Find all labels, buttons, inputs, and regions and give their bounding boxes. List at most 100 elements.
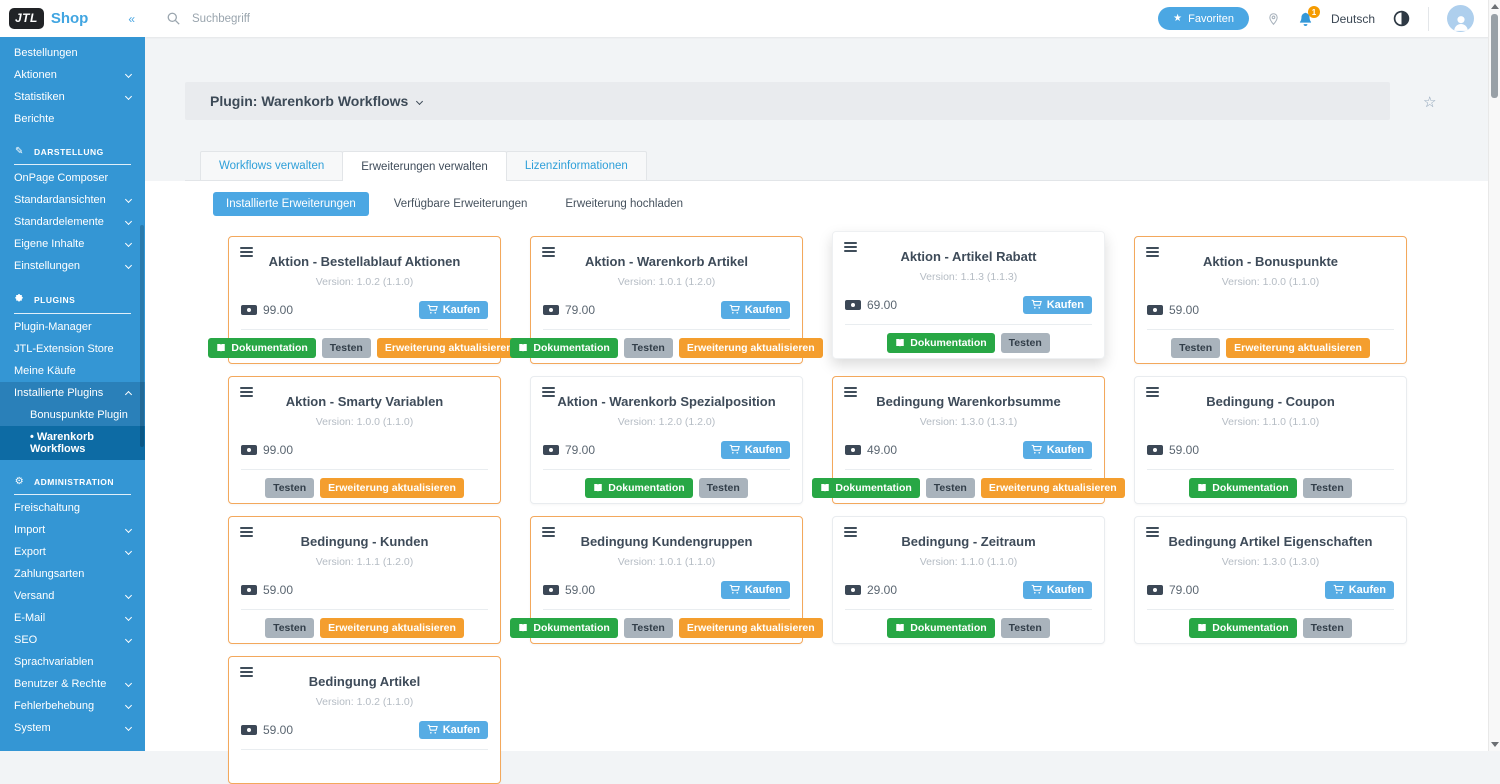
sidebar-item-label: E-Mail bbox=[14, 612, 46, 624]
sidebar-item-standardelemente[interactable]: Standardelemente bbox=[0, 211, 145, 233]
drag-handle-icon[interactable] bbox=[240, 247, 253, 259]
dokumentation-button[interactable]: Dokumentation bbox=[208, 338, 316, 358]
kaufen-button[interactable]: Kaufen bbox=[418, 720, 488, 739]
erweiterung-aktualisieren-button[interactable]: Erweiterung aktualisieren bbox=[320, 618, 464, 638]
sidebar-item-fehlerbehebung[interactable]: Fehlerbehebung bbox=[0, 695, 145, 717]
dokumentation-button[interactable]: Dokumentation bbox=[585, 478, 693, 498]
favorites-button[interactable]: ★ Favoriten bbox=[1158, 7, 1249, 30]
sidebar-item-freischaltung[interactable]: Freischaltung bbox=[0, 497, 145, 519]
dokumentation-button[interactable]: Dokumentation bbox=[1189, 478, 1297, 498]
sidebar-item-statistiken[interactable]: Statistiken bbox=[0, 86, 145, 108]
sidebar-item-versand[interactable]: Versand bbox=[0, 585, 145, 607]
sidebar-item-system[interactable]: System bbox=[0, 717, 145, 739]
testen-button[interactable]: Testen bbox=[925, 478, 975, 498]
scrollbar-down-arrow[interactable] bbox=[1490, 742, 1499, 747]
book-icon bbox=[1198, 623, 1206, 632]
sidebar-item-bestellungen[interactable]: Bestellungen bbox=[0, 42, 145, 64]
search-input[interactable] bbox=[190, 11, 510, 26]
page-scrollbar[interactable] bbox=[1488, 0, 1500, 751]
drag-handle-icon[interactable] bbox=[1146, 247, 1159, 259]
tab-erweiterungen-verwalten[interactable]: Erweiterungen verwalten bbox=[342, 151, 507, 181]
kaufen-button[interactable]: Kaufen bbox=[720, 300, 790, 319]
subtab-erweiterung-hochladen[interactable]: Erweiterung hochladen bbox=[552, 192, 696, 216]
drag-handle-icon[interactable] bbox=[240, 667, 253, 679]
erweiterung-aktualisieren-button[interactable]: Erweiterung aktualisieren bbox=[1226, 338, 1370, 358]
sidebar-item-zahlungsarten[interactable]: Zahlungsarten bbox=[0, 563, 145, 585]
sidebar-scrollbar-thumb[interactable] bbox=[140, 225, 144, 447]
erweiterung-aktualisieren-button[interactable]: Erweiterung aktualisieren bbox=[980, 478, 1125, 498]
page-favorite-star-icon[interactable]: ☆ bbox=[1417, 92, 1442, 112]
sidebar-item-warenkorb-workflows[interactable]: Warenkorb Workflows bbox=[0, 426, 145, 460]
erweiterung-aktualisieren-button[interactable]: Erweiterung aktualisieren bbox=[678, 338, 823, 358]
tab-workflows-verwalten[interactable]: Workflows verwalten bbox=[200, 151, 344, 180]
sidebar-item-installierte-plugins[interactable]: Installierte Plugins bbox=[0, 382, 145, 404]
language-selector[interactable]: Deutsch bbox=[1330, 11, 1375, 26]
kaufen-button[interactable]: Kaufen bbox=[720, 580, 790, 599]
erweiterung-aktualisieren-button[interactable]: Erweiterung aktualisieren bbox=[376, 338, 521, 358]
price-row: 99.00 bbox=[241, 440, 488, 459]
dokumentation-button[interactable]: Dokumentation bbox=[510, 338, 618, 358]
kaufen-button[interactable]: Kaufen bbox=[1022, 580, 1092, 599]
dokumentation-button[interactable]: Dokumentation bbox=[1189, 618, 1297, 638]
sidebar-item-import[interactable]: Import bbox=[0, 519, 145, 541]
sidebar-item-eigene-inhalte[interactable]: Eigene Inhalte bbox=[0, 233, 145, 255]
sidebar-collapse-icon[interactable]: « bbox=[128, 11, 135, 26]
drag-handle-icon[interactable] bbox=[240, 387, 253, 399]
subtab-installierte-erweiterungen[interactable]: Installierte Erweiterungen bbox=[213, 192, 369, 216]
testen-button[interactable]: Testen bbox=[1000, 618, 1050, 638]
kaufen-button[interactable]: Kaufen bbox=[1022, 295, 1092, 314]
tab-lizenzinformationen[interactable]: Lizenzinformationen bbox=[505, 151, 647, 180]
testen-button[interactable]: Testen bbox=[1302, 478, 1352, 498]
kaufen-button[interactable]: Kaufen bbox=[1022, 440, 1092, 459]
drag-handle-icon[interactable] bbox=[844, 527, 857, 539]
sidebar-item-berichte[interactable]: Berichte bbox=[0, 108, 145, 130]
sidebar-item-standardansichten[interactable]: Standardansichten bbox=[0, 189, 145, 211]
sidebar-item-onpage-composer[interactable]: OnPage Composer bbox=[0, 167, 145, 189]
testen-button[interactable]: Testen bbox=[623, 338, 673, 358]
dokumentation-button[interactable]: Dokumentation bbox=[812, 478, 920, 498]
sidebar-item-jtl-extension-store[interactable]: JTL-Extension Store bbox=[0, 338, 145, 360]
kaufen-button[interactable]: Kaufen bbox=[1324, 580, 1394, 599]
sidebar-item-einstellungen[interactable]: Einstellungen bbox=[0, 255, 145, 277]
testen-button[interactable]: Testen bbox=[265, 478, 315, 498]
testen-button[interactable]: Testen bbox=[1302, 618, 1352, 638]
testen-button[interactable]: Testen bbox=[1000, 333, 1050, 353]
sidebar-item-e-mail[interactable]: E-Mail bbox=[0, 607, 145, 629]
drag-handle-icon[interactable] bbox=[844, 242, 857, 254]
dokumentation-button[interactable]: Dokumentation bbox=[887, 333, 995, 353]
dokumentation-button[interactable]: Dokumentation bbox=[887, 618, 995, 638]
testen-button[interactable]: Testen bbox=[321, 338, 371, 358]
drag-handle-icon[interactable] bbox=[240, 527, 253, 539]
user-avatar[interactable] bbox=[1447, 5, 1474, 32]
drag-handle-icon[interactable] bbox=[542, 527, 555, 539]
sidebar-item-bonuspunkte-plugin[interactable]: Bonuspunkte Plugin bbox=[0, 404, 145, 426]
scrollbar-thumb[interactable] bbox=[1491, 14, 1498, 98]
scrollbar-up-arrow[interactable] bbox=[1490, 4, 1499, 9]
drag-handle-icon[interactable] bbox=[1146, 387, 1159, 399]
sidebar-item-benutzer-rechte[interactable]: Benutzer & Rechte bbox=[0, 673, 145, 695]
erweiterung-aktualisieren-button[interactable]: Erweiterung aktualisieren bbox=[320, 478, 464, 498]
erweiterung-aktualisieren-button[interactable]: Erweiterung aktualisieren bbox=[678, 618, 823, 638]
drag-handle-icon[interactable] bbox=[542, 247, 555, 259]
dokumentation-button[interactable]: Dokumentation bbox=[510, 618, 618, 638]
testen-button[interactable]: Testen bbox=[623, 618, 673, 638]
sidebar-item-sprachvariablen[interactable]: Sprachvariablen bbox=[0, 651, 145, 673]
subtab-verfuegbare-erweiterungen[interactable]: Verfügbare Erweiterungen bbox=[381, 192, 541, 216]
sidebar-item-meine-k-ufe[interactable]: Meine Käufe bbox=[0, 360, 145, 382]
page-title-bar[interactable]: Plugin: Warenkorb Workflows bbox=[185, 82, 1390, 120]
sidebar-item-export[interactable]: Export bbox=[0, 541, 145, 563]
drag-handle-icon[interactable] bbox=[844, 387, 857, 399]
testen-button[interactable]: Testen bbox=[1171, 338, 1221, 358]
drag-handle-icon[interactable] bbox=[542, 387, 555, 399]
drag-handle-icon[interactable] bbox=[1146, 527, 1159, 539]
sidebar-item-seo[interactable]: SEO bbox=[0, 629, 145, 651]
sidebar-item-aktionen[interactable]: Aktionen bbox=[0, 64, 145, 86]
testen-button[interactable]: Testen bbox=[265, 618, 315, 638]
sidebar-item-plugin-manager[interactable]: Plugin-Manager bbox=[0, 316, 145, 338]
location-pin-icon[interactable] bbox=[1267, 12, 1280, 26]
kaufen-button[interactable]: Kaufen bbox=[418, 300, 488, 319]
testen-button[interactable]: Testen bbox=[698, 478, 748, 498]
notifications-bell-icon[interactable]: 1 bbox=[1298, 6, 1320, 26]
contrast-toggle-icon[interactable] bbox=[1393, 10, 1410, 27]
kaufen-button[interactable]: Kaufen bbox=[720, 440, 790, 459]
